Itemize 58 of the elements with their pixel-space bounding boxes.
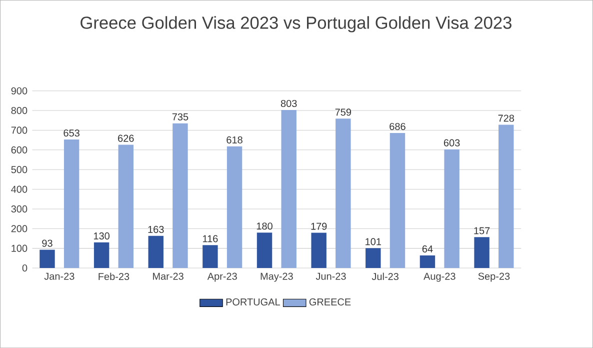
bar [498, 124, 514, 268]
x-tick-label: Sep-23 [478, 272, 510, 282]
data-label: 116 [202, 235, 218, 242]
bar [172, 123, 188, 268]
bar [40, 250, 55, 268]
data-label: 101 [366, 238, 382, 246]
chart-title: Greece Golden Visa 2023 vs Portugal Golden Visa 2023 [80, 16, 512, 32]
bar [336, 118, 351, 268]
bar [474, 237, 490, 268]
data-label: 180 [256, 222, 272, 230]
x-tick-label: Apr-23 [207, 272, 237, 282]
bar [444, 149, 460, 268]
data-label: 93 [42, 240, 52, 247]
data-label: 735 [172, 113, 188, 120]
data-label: 803 [280, 100, 297, 107]
y-tick-label: 500 [11, 166, 28, 174]
y-tick-label: 700 [11, 126, 28, 134]
bar [311, 232, 326, 268]
x-tick-label: Aug-23 [424, 272, 456, 282]
data-label: 626 [118, 134, 134, 142]
data-label: 163 [148, 226, 164, 233]
bar [390, 132, 406, 268]
data-label: 618 [226, 136, 242, 144]
x-tick-label: Jan-23 [44, 272, 74, 280]
y-tick-label: 200 [11, 225, 28, 232]
y-tick-label: 400 [11, 186, 28, 193]
data-label: 179 [311, 222, 327, 230]
bar [118, 144, 134, 268]
data-label: 653 [64, 129, 80, 136]
x-tick-label: Jun-23 [316, 272, 346, 280]
data-label: 728 [498, 114, 514, 122]
y-tick-label: 900 [11, 87, 28, 94]
y-tick-label: 300 [11, 205, 28, 212]
bar [256, 232, 272, 268]
y-tick-label: 0 [22, 264, 28, 272]
data-label: 157 [474, 227, 490, 234]
bar [366, 248, 381, 268]
y-tick-label: 800 [11, 106, 28, 114]
bar [281, 110, 296, 268]
data-label: 603 [444, 139, 460, 146]
legend-label: PORTUGAL [226, 298, 280, 306]
bar [64, 139, 80, 268]
data-label: 130 [94, 232, 110, 240]
y-tick-label: 600 [11, 146, 28, 154]
bar [226, 146, 242, 268]
x-tick-label: May-23 [260, 272, 293, 282]
x-tick-label: Jul-23 [372, 272, 398, 280]
data-label: 686 [390, 122, 406, 130]
x-tick-label: Mar-23 [153, 272, 184, 280]
bar [94, 242, 110, 268]
bar [202, 245, 218, 268]
bar [148, 236, 164, 268]
legend-label: GREECE [309, 298, 351, 306]
bar [420, 255, 436, 268]
y-tick-label: 100 [12, 244, 28, 252]
data-label: 759 [335, 108, 352, 116]
data-label: 64 [422, 245, 433, 252]
x-tick-label: Feb-23 [98, 272, 130, 280]
